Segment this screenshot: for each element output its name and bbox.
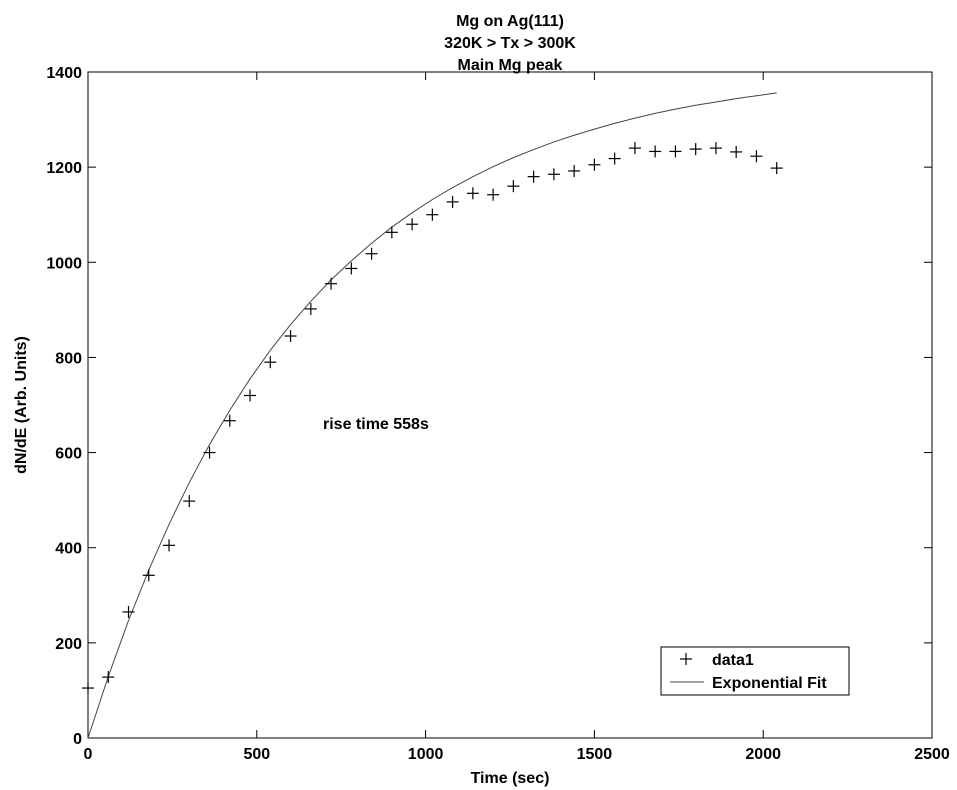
data-point [325,277,338,290]
title-line-3: Main Mg peak [458,57,563,74]
data-point [649,145,662,158]
exponential-fit-line [87,92,777,739]
rise-time-annotation: rise time 558s [323,416,429,433]
data-point [102,671,115,684]
data-point [183,495,196,508]
y-axis-label: dN/dE (Arb. Units) [13,336,30,474]
y-tick-label: 0 [73,731,82,748]
data-point [527,170,540,183]
data-point [426,208,439,221]
data1-series [82,142,783,695]
legend-label-data1: data1 [712,652,754,669]
title-line-1: Mg on Ag(111) [456,13,564,30]
data-point [365,247,378,260]
data-point [446,195,459,208]
x-tick-label: 1500 [577,746,613,763]
data-point [568,164,581,177]
x-tick-label: 2000 [745,746,781,763]
x-axis: 0 500 1000 1500 2000 2500 [84,72,950,763]
data-point [466,187,479,200]
exponential-fit-series [87,92,777,739]
data-point [770,162,783,175]
data-point [122,605,135,618]
y-tick-label: 400 [55,541,82,558]
y-tick-label: 600 [55,446,82,463]
chart-title: Mg on Ag(111) 320K > Tx > 300K Main Mg p… [444,13,576,74]
x-axis-label: Time (sec) [471,770,550,787]
x-tick-label: 1000 [408,746,444,763]
y-tick-label: 1200 [46,160,82,177]
data-point [628,142,641,155]
data-point [689,143,702,156]
data-point [750,150,763,163]
data-point [142,569,155,582]
data-point [709,142,722,155]
data-point [406,218,419,231]
data-point [304,302,317,315]
data-point [82,682,94,695]
data-point [223,414,236,427]
data-point [487,188,500,201]
legend: data1 Exponential Fit [660,646,850,696]
legend-box [660,646,850,696]
y-tick-label: 1000 [46,255,82,272]
data-point [345,262,358,275]
x-tick-label: 500 [243,746,270,763]
data-point [608,152,621,165]
y-axis: 0 200 400 600 800 1000 1200 1400 [46,65,932,748]
x-tick-label: 0 [84,746,93,763]
legend-marker-data1 [680,653,692,665]
data-point [244,389,257,402]
data-point [284,330,297,343]
data-point [385,226,398,239]
plot-area [87,71,933,739]
title-line-2: 320K > Tx > 300K [444,35,576,52]
data-point [163,539,176,552]
x-tick-label: 2500 [914,746,950,763]
y-tick-label: 800 [55,350,82,367]
data-point [547,168,560,181]
data-point [730,145,743,158]
data-point [507,180,520,193]
y-tick-label: 200 [55,636,82,653]
data-point [588,158,601,171]
data-point [203,446,216,459]
data-point [264,356,277,369]
y-tick-label: 1400 [46,65,82,82]
data-point [669,145,682,158]
legend-label-fit: Exponential Fit [712,675,827,692]
